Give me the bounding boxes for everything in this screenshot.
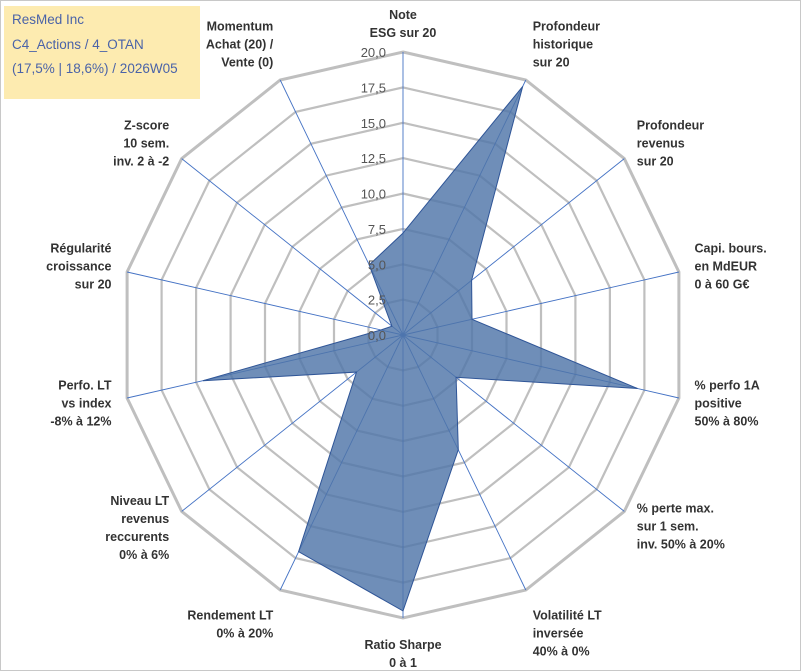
tick-label: 20,0 <box>361 45 386 60</box>
category-label-line: historique <box>533 38 593 52</box>
tick-label: 17,5 <box>361 80 386 95</box>
spoke-line <box>181 158 404 336</box>
category-label: Momentum Achat (20) / Vente (0) <box>206 20 274 70</box>
info-company: ResMed Inc <box>12 12 85 27</box>
info-box: ResMed Inc C4_Actions / 4_OTAN (17,5% | … <box>4 6 200 99</box>
category-label: Niveau LT revenus reccurents 0% à 6% <box>105 494 169 562</box>
radar-tick-labels: 0,0 2,5 5,0 7,5 10,0 12,5 15,0 17,5 20,0 <box>361 45 386 343</box>
category-label: Ratio Sharpe 0 à 1 <box>364 638 441 670</box>
category-label-line: -8% à 12% <box>50 414 111 428</box>
category-label-line: Momentum <box>207 20 274 34</box>
category-label-line: Note <box>389 8 417 22</box>
category-label: Note ESG sur 20 <box>370 8 437 40</box>
category-label-line: 0 à 1 <box>389 656 417 670</box>
category-label: Capi. bours. en MdEUR 0 à 60 G€ <box>695 242 767 292</box>
category-label-line: Perfo. LT <box>58 378 112 392</box>
info-performance: (17,5% | 18,6%) / 2026W05 <box>12 61 178 76</box>
category-label-line: Niveau LT <box>110 494 169 508</box>
category-label: % perfo 1A positive 50% à 80% <box>695 378 760 428</box>
info-category: C4_Actions / 4_OTAN <box>12 37 144 52</box>
category-label-line: Volatilité LT <box>533 608 602 622</box>
category-label-line: croissance <box>46 260 111 274</box>
category-label: Perfo. LT vs index -8% à 12% <box>50 378 112 428</box>
category-label-line: 0% à 6% <box>119 548 169 562</box>
category-label-line: sur 20 <box>533 56 570 70</box>
category-label-line: Régularité <box>50 242 111 256</box>
category-label-line: sur 20 <box>75 278 112 292</box>
category-label: Volatilité LT inversée 40% à 0% <box>533 608 602 658</box>
category-label-line: Rendement LT <box>187 608 273 622</box>
category-label-line: sur 20 <box>637 155 674 169</box>
category-label: Z-score 10 sem. inv. 2 à -2 <box>113 119 169 169</box>
radar-series <box>202 86 638 612</box>
category-label: % perte max. sur 1 sem. inv. 50% à 20% <box>637 502 725 552</box>
category-label: Profondeur revenus sur 20 <box>637 119 704 169</box>
category-label-line: 0 à 60 G€ <box>695 278 750 292</box>
category-label-line: ESG sur 20 <box>370 26 437 40</box>
category-label-line: sur 1 sem. <box>637 520 699 534</box>
category-label: Profondeur historique sur 20 <box>533 20 600 70</box>
category-label-line: Achat (20) / <box>206 38 274 52</box>
category-label-line: Capi. bours. <box>695 242 767 256</box>
category-label-line: revenus <box>637 137 685 151</box>
category-label-line: Ratio Sharpe <box>364 638 441 652</box>
tick-label: 12,5 <box>361 151 386 166</box>
category-label-line: vs index <box>61 396 111 410</box>
category-label-line: Profondeur <box>533 20 600 34</box>
radar-category-labels: Note ESG sur 20 Profondeur historique sur 20… <box>46 8 767 670</box>
series-area <box>202 86 638 612</box>
category-label-line: inv. 2 à -2 <box>113 155 169 169</box>
category-label-line: inv. 50% à 20% <box>637 538 725 552</box>
tick-label: 5,0 <box>368 257 386 272</box>
category-label-line: Profondeur <box>637 119 704 133</box>
category-label-line: 50% à 80% <box>695 414 759 428</box>
category-label-line: Vente (0) <box>221 56 273 70</box>
tick-label: 2,5 <box>368 293 386 308</box>
spoke-line <box>126 271 404 336</box>
category-label-line: Z-score <box>124 119 169 133</box>
category-label-line: 40% à 0% <box>533 644 590 658</box>
category-label-line: 10 sem. <box>123 137 169 151</box>
tick-label: 0,0 <box>368 328 386 343</box>
category-label-line: positive <box>695 396 742 410</box>
category-label: Rendement LT 0% à 20% <box>187 608 273 640</box>
tick-label: 15,0 <box>361 116 386 131</box>
category-label-line: % perfo 1A <box>695 378 760 392</box>
category-label-line: % perte max. <box>637 502 714 516</box>
category-label-line: inversée <box>533 626 584 640</box>
category-label-line: reccurents <box>105 530 169 544</box>
tick-label: 7,5 <box>368 222 386 237</box>
category-label-line: revenus <box>121 512 169 526</box>
category-label-line: 0% à 20% <box>216 626 273 640</box>
category-label-line: en MdEUR <box>695 260 758 274</box>
tick-label: 10,0 <box>361 187 386 202</box>
category-label: Régularité croissance sur 20 <box>46 242 111 292</box>
